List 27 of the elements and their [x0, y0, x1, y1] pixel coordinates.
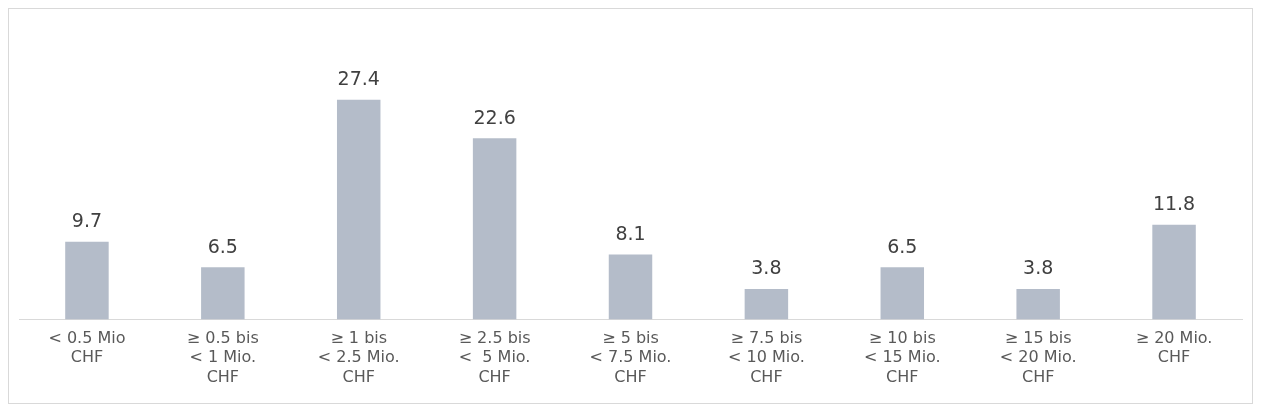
- data-label: 8.1: [615, 221, 646, 244]
- bar: [744, 288, 789, 320]
- bar: [1152, 224, 1196, 320]
- bar: [1016, 288, 1060, 320]
- data-label: 27.4: [337, 67, 380, 90]
- x-tick-label: < 0.5 Mio CHF: [48, 328, 126, 367]
- data-label: 3.8: [1023, 256, 1054, 279]
- data-label: 11.8: [1152, 192, 1196, 215]
- data-label: 6.5: [207, 234, 238, 257]
- data-label: 6.5: [887, 234, 918, 257]
- bar: [336, 99, 381, 320]
- x-tick-label: ≥ 1 bis < 2.5 Mio. CHF: [317, 328, 400, 386]
- x-tick-label: ≥ 0.5 bis < 1 Mio. CHF: [186, 328, 259, 386]
- x-tick-label: ≥ 7.5 bis < 10 Mio. CHF: [728, 328, 805, 386]
- bar: [201, 267, 245, 320]
- x-tick-label: ≥ 5 bis < 7.5 Mio. CHF: [589, 328, 672, 386]
- bar: [608, 254, 653, 320]
- data-label: 3.8: [751, 256, 782, 279]
- data-label: 22.6: [473, 105, 516, 128]
- x-tick-label: ≥ 20 Mio. CHF: [1135, 328, 1213, 367]
- data-label: 9.7: [71, 209, 103, 232]
- x-tick-label: ≥ 15 bis < 20 Mio. CHF: [999, 328, 1077, 386]
- bar: [880, 267, 925, 320]
- bar: [65, 241, 109, 320]
- x-tick-label: ≥ 10 bis < 15 Mio. CHF: [863, 328, 941, 386]
- x-tick-label: ≥ 2.5 bis < 5 Mio. CHF: [458, 328, 531, 386]
- bar: [472, 138, 517, 320]
